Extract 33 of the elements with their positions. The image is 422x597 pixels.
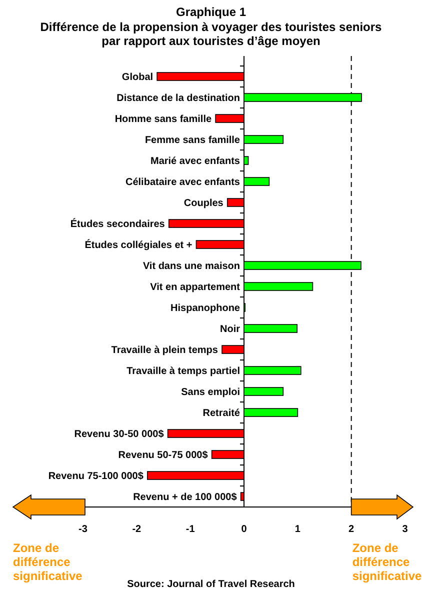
y-tick-label: Marié avec enfants (150, 156, 240, 167)
chart-title: Graphique 1 (176, 5, 246, 19)
y-tick-label: Revenu + de 100 000$ (133, 492, 238, 503)
y-tick-label: Hispanophone (170, 303, 240, 314)
y-tick-label: Célibataire avec enfants (126, 177, 240, 188)
source-note: Source: Journal of Travel Research (127, 579, 295, 590)
y-tick-label: Vit en appartement (150, 282, 241, 293)
x-tick-label: -3 (78, 524, 88, 535)
y-tick-label: Retraité (202, 408, 240, 419)
y-tick-label: Global (122, 72, 154, 83)
y-tick-label: Revenu 30-50 000$ (74, 429, 164, 440)
text: Zone de différence significative (13, 541, 83, 583)
y-tick-label: Revenu 50-75 000$ (118, 450, 208, 461)
y-tick-label: Revenu 75-100 000$ (48, 471, 144, 482)
y-tick-label: Couples (184, 198, 224, 209)
y-tick-label: Distance de la destination (116, 93, 240, 104)
y-tick-label: Études collégiales et + (84, 239, 192, 251)
y-tick-label: Études secondaires (70, 218, 166, 230)
x-tick-label: -1 (186, 524, 196, 535)
y-tick-label: Travaille à temps partiel (126, 366, 240, 377)
x-tick-label: 0 (241, 524, 248, 535)
x-tick-label: 3 (402, 524, 408, 535)
y-tick-label: Homme sans famille (114, 114, 212, 125)
y-tick-label: Sans emploi (181, 387, 240, 398)
x-tick-label: 2 (348, 524, 355, 535)
chart-subtitle: Différence de la propension à voyager des touristes seniors par rapport aux touristes d’âge moyen (40, 20, 382, 48)
text: Zone de différence significative (352, 541, 422, 583)
y-tick-label: Vit dans une maison (142, 261, 240, 272)
y-tick-label: Travaille à plein temps (111, 345, 218, 356)
x-tick-label: -2 (132, 524, 142, 535)
y-tick-label: Femme sans famille (144, 135, 240, 146)
x-tick-label: 1 (294, 524, 301, 535)
y-tick-label: Noir (220, 324, 240, 335)
